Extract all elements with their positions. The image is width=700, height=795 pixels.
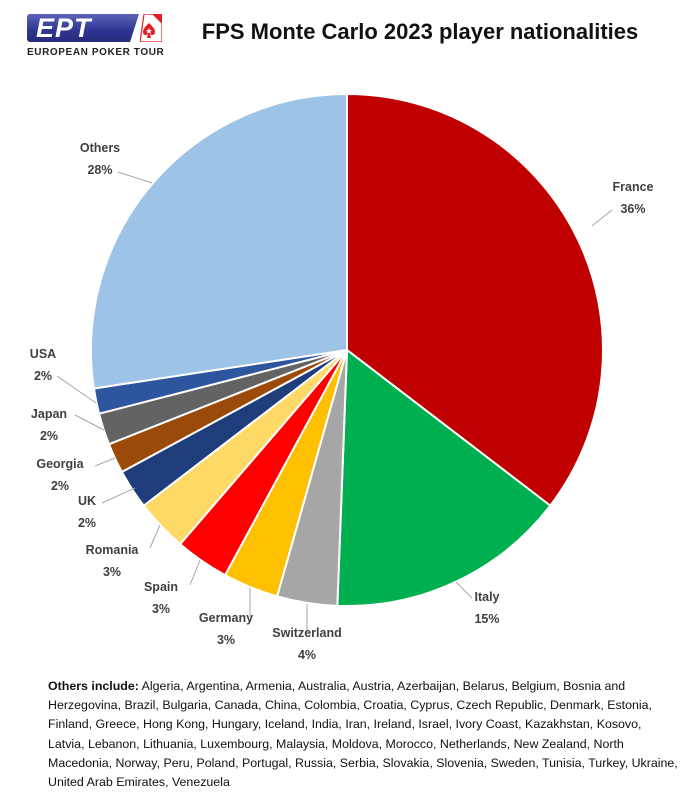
logo-subtitle: EUROPEAN POKER TOUR <box>27 47 165 58</box>
slice-label-name: Italy <box>474 590 500 604</box>
slice-label-value: 3% <box>102 565 122 579</box>
slice-label-value: 3% <box>216 633 236 647</box>
others-note-text: Algeria, Argentina, Armenia, Australia, … <box>48 679 678 790</box>
slice-label-value: 2% <box>50 479 70 493</box>
pie-slice-others <box>90 92 348 390</box>
spade-badge-icon <box>140 14 162 42</box>
leader-line <box>455 581 473 599</box>
slice-label-japan: Japan 2% <box>0 403 99 447</box>
logo-bar <box>27 14 139 42</box>
slice-label-name: Japan <box>30 407 68 421</box>
leader-line <box>189 559 201 586</box>
slice-label-value: 15% <box>474 612 500 626</box>
slice-label-name: Others <box>79 141 121 155</box>
leader-line <box>149 524 161 549</box>
slice-label-value: 2% <box>33 369 53 383</box>
slice-label-name: Spain <box>143 580 179 594</box>
ept-logo: EPT EUROPEAN POKER TOUR <box>22 12 165 60</box>
slice-label-value: 28% <box>87 163 113 177</box>
slice-label-name: Romania <box>85 543 139 557</box>
slice-label-romania: Romania 3% <box>62 539 162 583</box>
slice-label-value: 4% <box>297 648 317 662</box>
leader-line <box>591 209 613 227</box>
pie-chart <box>56 92 613 632</box>
leader-line <box>101 487 136 504</box>
leader-line <box>56 375 97 404</box>
slice-label-france: France 36% <box>583 176 683 220</box>
leader-line <box>74 414 105 431</box>
slice-label-value: 3% <box>151 602 171 616</box>
chart-title: FPS Monte Carlo 2023 player nationalitie… <box>201 19 639 44</box>
slice-label-value: 2% <box>39 429 59 443</box>
slice-label-usa: USA 2% <box>0 343 93 387</box>
slice-label-value: 36% <box>620 202 646 216</box>
slice-label-uk: UK 2% <box>37 490 137 534</box>
slice-label-name: USA <box>29 347 57 361</box>
slice-label-italy: Italy 15% <box>437 586 537 630</box>
others-note: Others include: Algeria, Argentina, Arme… <box>48 677 678 792</box>
leader-line <box>117 171 153 184</box>
slice-label-name: France <box>612 180 654 194</box>
slice-label-spain: Spain 3% <box>111 576 211 620</box>
slice-label-germany: Germany 3% <box>176 607 276 651</box>
slice-label-name: Germany <box>198 611 254 625</box>
slice-label-name: Switzerland <box>272 626 342 640</box>
slice-label-switzerland: Switzerland 4% <box>257 622 357 666</box>
slice-label-georgia: Georgia 2% <box>10 453 110 497</box>
slice-label-name: Georgia <box>36 457 84 471</box>
pie-slice-italy <box>336 348 552 607</box>
slice-label-value: 2% <box>77 516 97 530</box>
pie-slice-france <box>346 92 604 508</box>
slice-label-others: Others 28% <box>50 137 150 181</box>
slice-label-name: UK <box>77 494 97 508</box>
leader-line <box>94 457 116 467</box>
others-note-heading: Others include: <box>48 679 139 693</box>
logo-mark: EPT <box>36 13 92 43</box>
